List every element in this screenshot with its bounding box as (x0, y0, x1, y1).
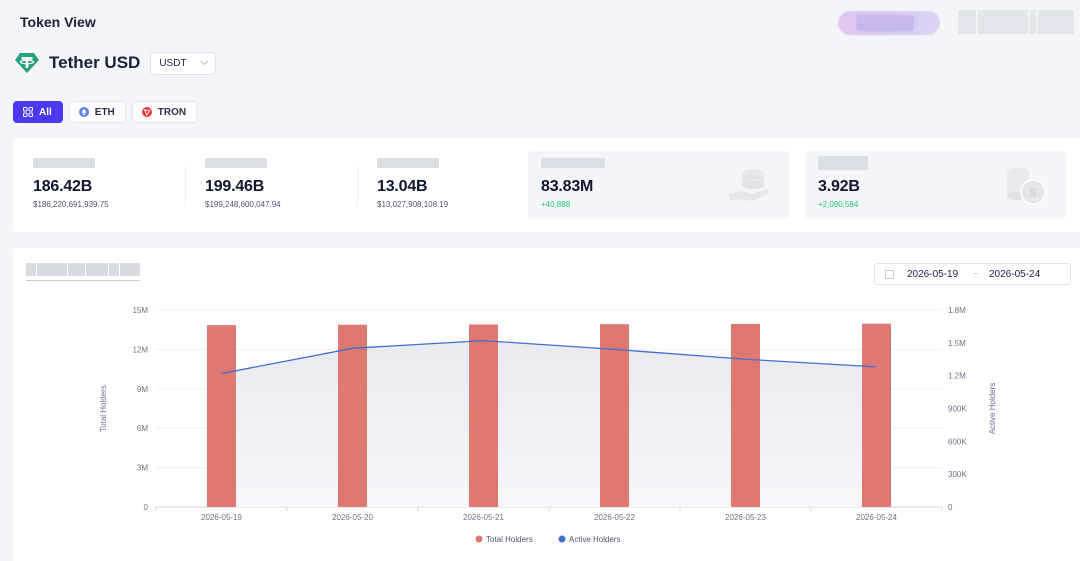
grid-icon (23, 107, 33, 117)
total-holders-bar (338, 324, 367, 507)
stat-sub: $199,248,600,047.94 (205, 200, 281, 209)
y-tick-label: 9M (137, 385, 148, 394)
stat-value: 13.04B (377, 178, 428, 195)
date-end[interactable]: 2026-05-24 (989, 269, 1041, 280)
chart-title-underline (26, 280, 140, 281)
legend-marker (558, 535, 566, 543)
date-range-picker[interactable]: 2026-05-19 ~ 2026-05-24 (874, 263, 1071, 285)
blurred-stat-label (377, 158, 439, 168)
y-tick-label: 6M (137, 424, 148, 433)
blurred-stat-label (818, 156, 868, 170)
y2-tick-label: 1.5M (948, 339, 966, 348)
blurred-chart-title (26, 263, 140, 276)
stat-value: 3.92B (818, 178, 860, 195)
y-tick-label: 3M (137, 464, 148, 473)
holders-chart-card: 2026-05-19 ~ 2026-05-24 0 3M 6M 9M 12M 15M 0 30… (13, 248, 1080, 561)
blurred-stat-label (33, 158, 95, 168)
x-tick-label: 2026-05-23 (725, 513, 766, 522)
stat-change: +40,888 (541, 200, 571, 209)
y-tick-label: 0 (144, 503, 149, 512)
y2-axis-label: Active Holders (988, 383, 997, 435)
stat-value: 186.42B (33, 178, 93, 195)
tab-eth[interactable]: ETH (68, 101, 126, 123)
total-holders-bar (862, 323, 891, 507)
y-tick-label: 15M (132, 306, 148, 315)
date-separator: ~ (973, 269, 979, 280)
active-holders-area (221, 340, 877, 507)
svg-text:$: $ (1029, 185, 1037, 200)
total-holders-bar (731, 323, 760, 507)
x-tick-label: 2026-05-24 (856, 513, 897, 522)
coin-stack-icon: $ (1007, 168, 1046, 205)
tab-tron[interactable]: TRON (131, 101, 198, 123)
y2-tick-label: 1.8M (948, 306, 966, 315)
tab-tron-label: TRON (157, 106, 187, 118)
ethereum-icon (78, 107, 89, 117)
blurred-stat-label (541, 158, 605, 168)
stat-change: +2,090,584 (818, 200, 859, 209)
chain-tabs: All ETH TRON (13, 101, 198, 123)
chevron-down-icon (201, 57, 209, 66)
y-axis-label: Total Holders (99, 385, 108, 432)
y2-tick-label: 1.2M (948, 372, 966, 381)
legend-label: Active Holders (569, 535, 621, 544)
tab-eth-label: ETH (94, 106, 115, 118)
y-tick-label: 12M (132, 345, 148, 354)
top-bar: Token View (0, 0, 1080, 44)
blurred-header-menu[interactable] (958, 10, 1074, 34)
blurred-stat-label (205, 158, 267, 168)
stat-value: 83.83M (541, 178, 594, 195)
x-tick-label: 2026-05-21 (463, 513, 504, 522)
y2-tick-label: 900K (948, 405, 967, 414)
legend-label: Total Holders (486, 535, 533, 544)
y2-tick-label: 600K (948, 437, 967, 446)
token-symbol-select[interactable]: USDT (150, 51, 217, 75)
token-header: Tether USD USDT (14, 50, 217, 76)
token-name: Tether USD (49, 53, 141, 72)
stat-value: 199.46B (205, 178, 265, 195)
app-title: Token View (20, 14, 96, 30)
total-holders-bar (600, 324, 629, 507)
x-tick-label: 2026-05-22 (594, 513, 635, 522)
tether-logo-icon (15, 53, 39, 73)
tab-all-label: All (39, 106, 52, 118)
total-holders-bar (207, 325, 236, 507)
legend-marker (475, 535, 483, 543)
blurred-user-button[interactable] (838, 11, 940, 35)
stat-sub: $13,027,908,108.19 (377, 200, 449, 209)
x-tick-label: 2026-05-19 (201, 513, 242, 522)
y2-tick-label: 300K (948, 470, 967, 479)
active-holders-line (221, 339, 877, 375)
calendar-icon (885, 270, 894, 279)
tron-icon (141, 107, 152, 117)
x-tick-label: 2026-05-20 (332, 513, 373, 522)
token-symbol-value: USDT (159, 57, 187, 69)
y2-tick-label: 0 (948, 503, 953, 512)
divider (357, 166, 358, 206)
holders-chart: 0 3M 6M 9M 12M 15M 0 300K 600K 900K 1.2M 1.5M 1.8M 20… (99, 306, 997, 544)
divider (185, 166, 186, 206)
tab-all[interactable]: All (13, 101, 63, 123)
date-start[interactable]: 2026-05-19 (907, 269, 959, 280)
stats-card: 186.42B $186,220,691,939.75 199.46B $199… (13, 138, 1080, 232)
stat-sub: $186,220,691,939.75 (33, 200, 109, 209)
hand-coins-icon (729, 169, 769, 201)
total-holders-bar (469, 324, 498, 507)
